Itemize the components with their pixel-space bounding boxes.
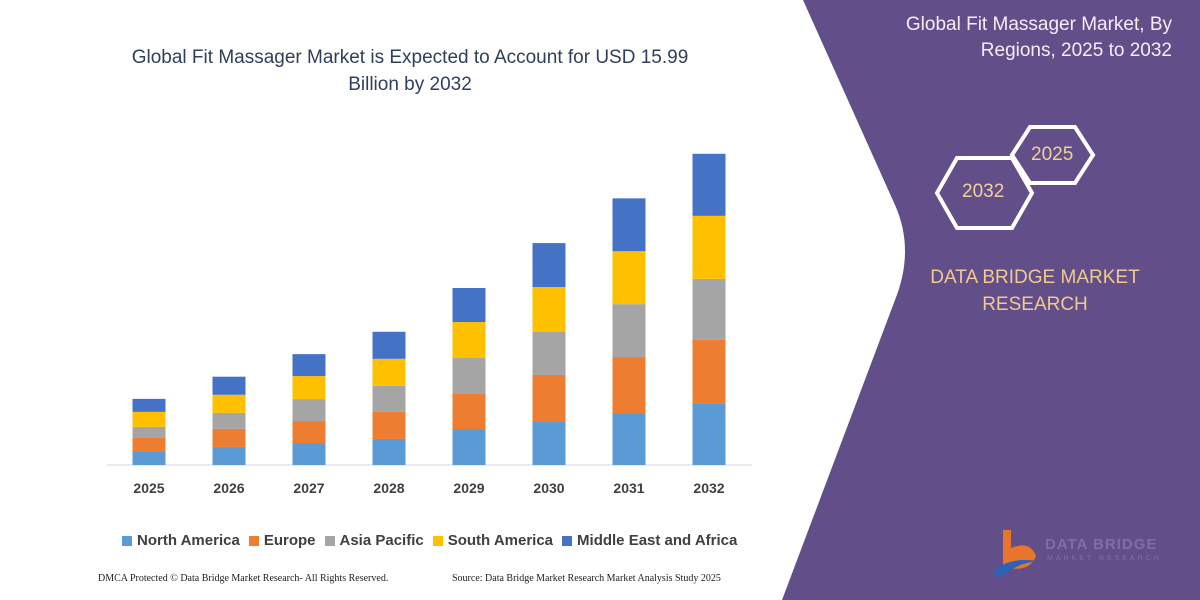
bar-segment-north-america-2025 [132, 451, 166, 465]
x-tick-label: 2031 [613, 480, 645, 496]
legend-label: Asia Pacific [339, 532, 424, 549]
legend-swatch [562, 535, 573, 546]
bar-segment-south-america-2027 [292, 376, 326, 400]
legend-item-asia-pacific: Asia Pacific [324, 532, 424, 549]
x-tick-label: 2028 [373, 480, 405, 496]
bar-segment-north-america-2030 [532, 422, 566, 465]
logo-text: DATA BRIDGE [1045, 536, 1158, 553]
bar-segment-middle-east-and-africa-2032 [692, 153, 726, 216]
hex-label-2032: 2032 [962, 181, 1005, 202]
bar-segment-europe-2025 [132, 437, 166, 452]
bar-segment-europe-2026 [212, 428, 246, 447]
brand-text: DATA BRIDGE MARKET RESEARCH [930, 267, 1140, 315]
x-tick-label: 2027 [293, 480, 325, 496]
x-tick-label: 2029 [453, 480, 485, 496]
x-tick-label: 2030 [533, 480, 565, 496]
bar-segment-middle-east-and-africa-2026 [212, 376, 246, 395]
bar-segment-south-america-2028 [372, 358, 406, 386]
bar-segment-north-america-2026 [212, 446, 246, 465]
bar-segment-asia-pacific-2025 [132, 426, 166, 438]
bar-segment-europe-2031 [612, 357, 646, 414]
legend-swatch [324, 535, 335, 546]
bar-segment-asia-pacific-2027 [292, 399, 326, 422]
bar-segment-north-america-2029 [452, 429, 486, 465]
purple-panel [782, 0, 1200, 600]
footer-copyright: DMCA Protected © Data Bridge Market Rese… [98, 573, 389, 584]
bars-group [132, 153, 726, 465]
bar-segment-south-america-2032 [692, 215, 726, 279]
hexagon-2032 [934, 156, 1035, 230]
x-tick-label: 2026 [213, 480, 245, 496]
hex-label-2025: 2025 [1031, 144, 1074, 165]
bar-segment-south-america-2031 [612, 251, 646, 305]
logo-icon [993, 530, 1042, 578]
bar-segment-europe-2030 [532, 374, 566, 423]
logo-subtext: MARKET RESEARCH [1047, 555, 1162, 562]
bar-segment-asia-pacific-2028 [372, 385, 406, 412]
legend-label: North America [137, 532, 240, 549]
bar-segment-north-america-2028 [372, 438, 406, 465]
legend-item-north-america: North America [122, 532, 240, 549]
legend-item-south-america: South America [432, 532, 554, 549]
legend-swatch [122, 535, 132, 546]
bar-segment-north-america-2031 [612, 413, 646, 465]
bar-segment-asia-pacific-2032 [692, 278, 726, 340]
bar-segment-middle-east-and-africa-2031 [612, 198, 646, 252]
bar-segment-south-america-2025 [132, 411, 166, 427]
bar-segment-europe-2032 [692, 339, 726, 404]
bar-segment-south-america-2030 [532, 287, 566, 332]
bar-segment-south-america-2029 [452, 322, 486, 359]
panel-title: Global Fit Massager Market, By Regions, … [905, 14, 1172, 61]
bar-segment-asia-pacific-2031 [612, 304, 646, 358]
legend-item-middle-east-africa: Middle East and Africa [562, 532, 737, 549]
bar-segment-asia-pacific-2029 [452, 358, 486, 395]
bar-segment-north-america-2027 [292, 443, 326, 465]
legend-label: Middle East and Africa [577, 532, 738, 549]
bar-segment-middle-east-and-africa-2029 [452, 288, 486, 323]
bar-segment-europe-2027 [292, 421, 326, 444]
footer-source: Source: Data Bridge Market Research Mark… [452, 573, 721, 584]
bar-segment-middle-east-and-africa-2030 [532, 243, 566, 288]
bar-segment-north-america-2032 [692, 403, 726, 465]
hexagon-2025 [1009, 125, 1096, 185]
legend-swatch [432, 535, 443, 546]
bar-segment-asia-pacific-2030 [532, 331, 566, 375]
bar-segment-south-america-2026 [212, 394, 246, 413]
legend-item-europe: Europe [248, 532, 316, 549]
x-tick-label: 2025 [133, 480, 165, 496]
legend: North America Europe Asia Pacific South … [122, 532, 737, 549]
bar-segment-middle-east-and-africa-2028 [372, 331, 406, 359]
chart-title: Global Fit Massager Market is Expected t… [131, 47, 689, 95]
x-tick-label: 2032 [693, 480, 725, 496]
bar-segment-asia-pacific-2026 [212, 412, 246, 429]
bar-segment-europe-2029 [452, 394, 486, 430]
bar-segment-middle-east-and-africa-2025 [132, 398, 166, 412]
bar-segment-middle-east-and-africa-2027 [292, 354, 326, 377]
legend-label: South America [447, 532, 554, 549]
legend-label: Europe [263, 532, 316, 549]
legend-swatch [248, 535, 259, 546]
bar-segment-europe-2028 [372, 411, 406, 439]
